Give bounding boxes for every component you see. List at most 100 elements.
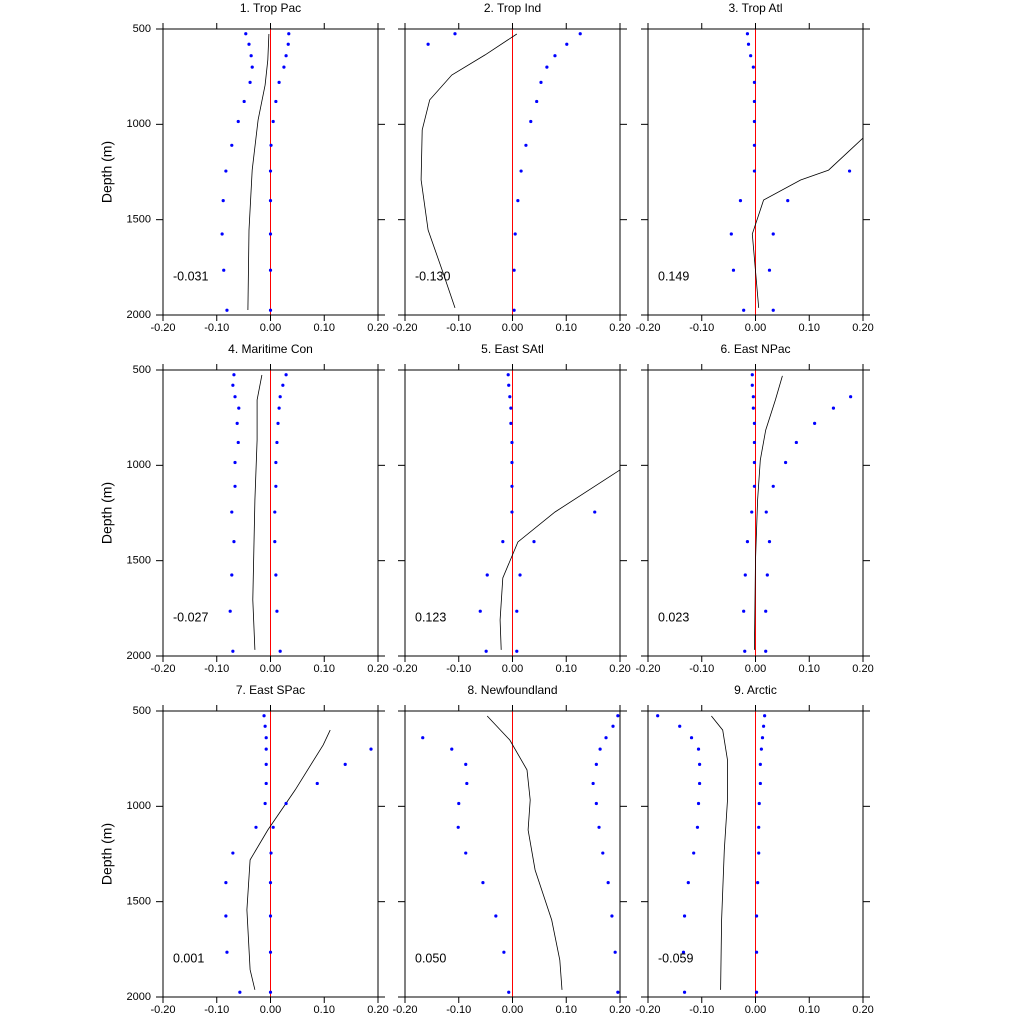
dot xyxy=(729,232,733,236)
dot xyxy=(696,747,701,751)
dot xyxy=(746,42,751,46)
x-tick-label: -0.20 xyxy=(150,322,175,334)
dot xyxy=(752,460,757,465)
dot xyxy=(682,990,687,994)
dot xyxy=(224,914,228,918)
dot xyxy=(276,421,280,425)
dot xyxy=(681,950,686,954)
y-tick-label: 1000 xyxy=(127,118,151,130)
x-tick-label: -0.20 xyxy=(150,663,175,675)
y-tick-label: 2000 xyxy=(127,991,151,1003)
dot xyxy=(244,32,248,36)
dot xyxy=(284,801,288,806)
dot xyxy=(516,199,520,203)
dot xyxy=(689,736,694,740)
dot xyxy=(268,950,273,954)
dot xyxy=(456,825,460,829)
y-tick-label: 1500 xyxy=(127,214,151,226)
dot xyxy=(532,540,536,544)
dot xyxy=(678,724,682,728)
y-tick-label: 2000 xyxy=(127,309,151,321)
x-tick-label: 0.10 xyxy=(799,322,820,334)
dot xyxy=(751,65,755,69)
profile-line xyxy=(499,469,620,650)
dot xyxy=(278,395,282,399)
dot xyxy=(742,308,746,312)
x-tick-label: 0.10 xyxy=(314,322,335,334)
annotation: 0.149 xyxy=(658,269,689,283)
dot xyxy=(750,383,754,387)
dot xyxy=(754,914,759,918)
dot xyxy=(786,199,790,203)
dot xyxy=(264,781,268,786)
x-tick-label: 0.20 xyxy=(367,1004,388,1016)
dot xyxy=(765,573,769,577)
dot xyxy=(269,143,273,147)
x-tick-label: -0.10 xyxy=(689,322,714,334)
dot xyxy=(232,540,236,544)
dot xyxy=(794,440,798,445)
dot xyxy=(464,762,468,766)
dot xyxy=(222,268,226,272)
dot xyxy=(268,990,273,994)
dot xyxy=(519,169,523,173)
y-tick-label: 500 xyxy=(133,23,151,35)
plot-frame xyxy=(647,28,864,316)
y-tick-label: 1500 xyxy=(127,896,151,908)
x-tick-label: -0.20 xyxy=(392,663,417,675)
x-tick-label: -0.10 xyxy=(446,322,471,334)
dot xyxy=(767,540,772,544)
profile-line xyxy=(420,33,518,309)
x-tick-label: 0.10 xyxy=(556,322,577,334)
panel: 4. Maritime Con Depth (m) -0.20 -0.10 0.00 0.… xyxy=(99,342,389,675)
annotation: -0.027 xyxy=(173,610,208,624)
dot xyxy=(760,736,765,740)
plot-frame xyxy=(647,710,864,998)
dot xyxy=(231,851,235,855)
x-tick-label: 0.00 xyxy=(502,322,523,334)
dot xyxy=(752,119,757,124)
dot xyxy=(508,395,512,399)
dot xyxy=(745,540,750,544)
profile-line xyxy=(751,137,863,308)
dot xyxy=(263,801,267,806)
dot xyxy=(282,65,286,69)
dot xyxy=(743,573,747,577)
y-tick-label: 1500 xyxy=(127,555,151,567)
dot xyxy=(509,421,513,425)
dot xyxy=(610,914,614,918)
x-tick-label: -0.10 xyxy=(446,663,471,675)
panel-title: 3. Trop Atl xyxy=(728,1,782,15)
x-tick-label: 0.20 xyxy=(609,322,630,334)
dot xyxy=(268,881,273,885)
x-tick-label: -0.20 xyxy=(635,1004,660,1016)
dot xyxy=(224,169,228,173)
dot xyxy=(235,421,239,425)
dot xyxy=(238,990,242,994)
dot xyxy=(656,714,660,718)
dot xyxy=(565,42,569,46)
dot xyxy=(784,460,788,465)
dot xyxy=(578,32,582,36)
plot-frame xyxy=(404,369,621,657)
dot xyxy=(743,649,747,653)
x-tick-label: 0.00 xyxy=(260,663,281,675)
dot xyxy=(457,801,461,806)
dot xyxy=(232,373,236,377)
dot xyxy=(696,801,701,806)
dot xyxy=(757,851,761,855)
dot xyxy=(268,169,273,173)
dot xyxy=(752,169,757,173)
dot xyxy=(601,851,605,855)
x-tick-label: -0.10 xyxy=(204,663,229,675)
dot xyxy=(224,881,228,885)
dot xyxy=(750,373,754,377)
y-axis-label: Depth (m) xyxy=(99,141,115,203)
panel: 1. Trop Pac Depth (m) -0.20 -0.10 0.00 0.10 0.… xyxy=(99,1,389,334)
y-tick-label: 1000 xyxy=(127,459,151,471)
x-tick-label: -0.20 xyxy=(392,322,417,334)
panel-title: 2. Trop Ind xyxy=(484,1,541,15)
dot xyxy=(281,383,285,387)
dot xyxy=(506,373,510,377)
dot xyxy=(515,609,519,613)
